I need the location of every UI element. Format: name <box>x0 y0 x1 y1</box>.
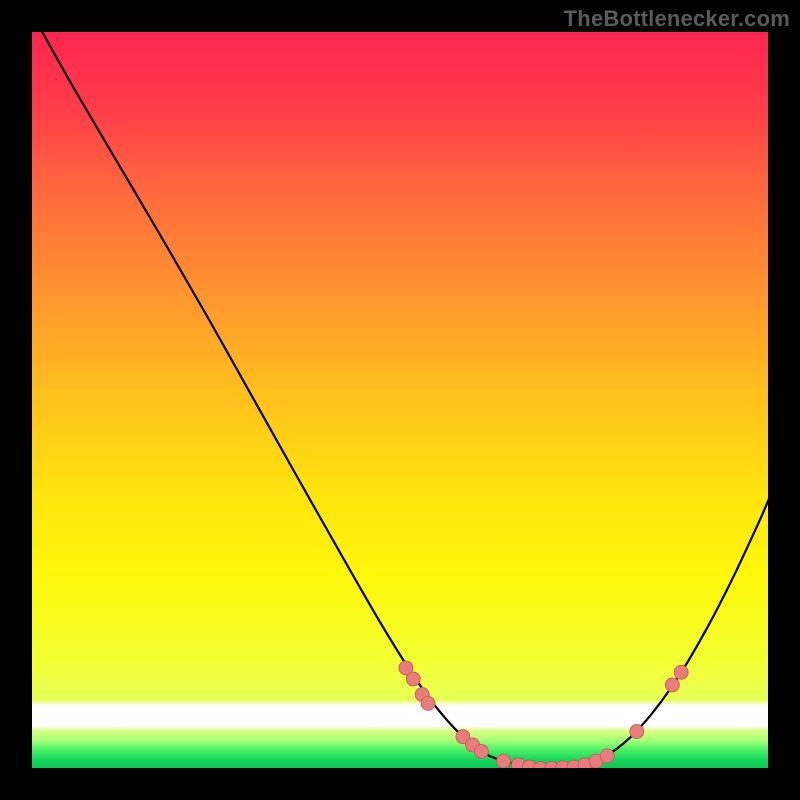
chart-container: TheBottlenecker.com <box>0 0 800 800</box>
gradient-background <box>30 30 770 770</box>
data-marker <box>406 672 420 686</box>
data-marker <box>674 665 688 679</box>
data-marker <box>600 749 614 763</box>
data-marker <box>421 696 435 710</box>
plot-area <box>30 30 770 770</box>
watermark-text: TheBottlenecker.com <box>564 6 790 32</box>
data-marker <box>474 745 488 759</box>
plot-svg <box>30 30 770 770</box>
data-marker <box>497 754 511 768</box>
data-marker <box>630 725 644 739</box>
data-marker <box>665 678 679 692</box>
